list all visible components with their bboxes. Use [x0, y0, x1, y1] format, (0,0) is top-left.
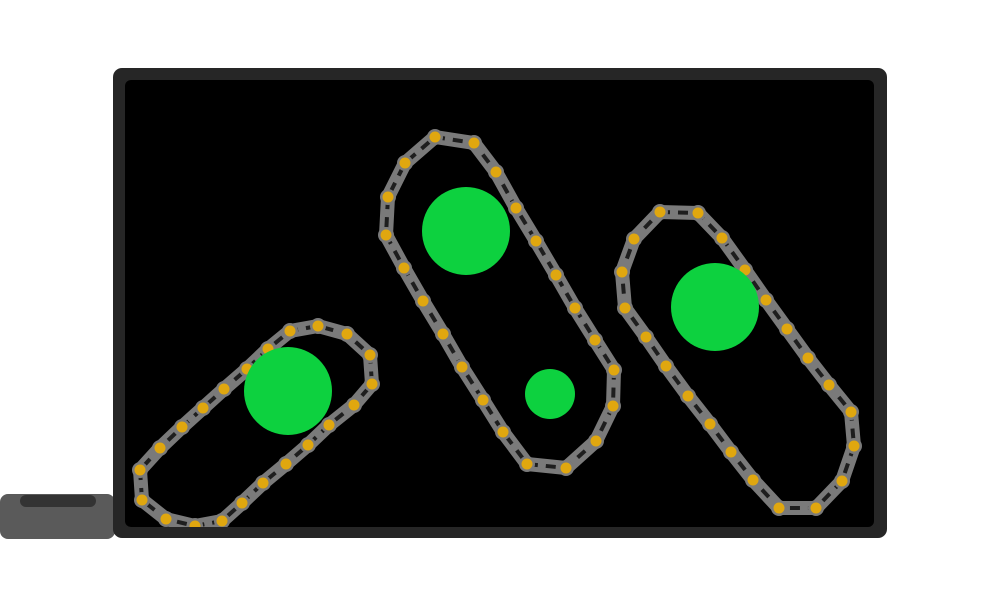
chain-pin — [848, 440, 860, 452]
chain-pin — [323, 419, 335, 431]
chain-pin — [802, 352, 814, 364]
chain-right[interactable] — [614, 204, 862, 516]
chain-pin — [810, 502, 822, 514]
game-canvas[interactable] — [125, 80, 874, 527]
chain-pin — [348, 399, 360, 411]
game-screen[interactable] — [125, 80, 874, 527]
chain-pin — [823, 379, 835, 391]
sprocket-wheel[interactable] — [244, 347, 332, 435]
chain-pin — [654, 206, 666, 218]
chain-pin — [216, 515, 228, 527]
chain-pin — [477, 394, 489, 406]
chain-pin — [380, 229, 392, 241]
chain-groove — [138, 324, 374, 527]
chain-pin — [284, 325, 296, 337]
chain-pin — [197, 402, 209, 414]
chain-pin — [589, 334, 601, 346]
chain-pin — [550, 269, 562, 281]
chain-pin — [530, 235, 542, 247]
chain-pin — [640, 331, 652, 343]
chain-pin — [236, 497, 248, 509]
chain-pin — [682, 390, 694, 402]
chain-pin — [341, 328, 353, 340]
chain-pin — [560, 462, 572, 474]
chain-pin — [189, 520, 201, 527]
chain-pin — [521, 458, 533, 470]
chain-pin — [497, 426, 509, 438]
chain-pin — [616, 266, 628, 278]
chain-pin — [725, 446, 737, 458]
chain-pin — [747, 474, 759, 486]
monitor-bezel — [113, 68, 887, 538]
sprocket-wheel[interactable] — [671, 263, 759, 351]
chain-pin — [773, 502, 785, 514]
stand-slot — [20, 495, 96, 507]
chain-pin — [280, 458, 292, 470]
monitor-stand — [0, 494, 115, 539]
chain-pin — [781, 323, 793, 335]
chain-pin — [134, 464, 146, 476]
chain-pin — [218, 383, 230, 395]
chain-pin — [760, 294, 772, 306]
chain-pin — [836, 475, 848, 487]
chain-pin — [429, 131, 441, 143]
chain-pin — [608, 364, 620, 376]
chain-pin — [628, 233, 640, 245]
chain-pin — [176, 421, 188, 433]
chain-pin — [510, 202, 522, 214]
chain-pin — [257, 477, 269, 489]
chain-pin — [569, 302, 581, 314]
sprocket-wheel[interactable] — [525, 369, 575, 419]
chain-pin — [398, 262, 410, 274]
chain-pin — [590, 435, 602, 447]
chain-pin — [468, 137, 480, 149]
sprocket-wheel[interactable] — [422, 187, 510, 275]
chain-pin — [607, 400, 619, 412]
chain-pin — [704, 418, 716, 430]
chain-pin — [619, 302, 631, 314]
chain-pin — [312, 320, 324, 332]
chain-pin — [692, 207, 704, 219]
chain-pin — [490, 166, 502, 178]
chain-pin — [136, 494, 148, 506]
chain-pin — [716, 232, 728, 244]
chain-pin — [382, 191, 394, 203]
chain-pin — [364, 349, 376, 361]
chain-pin — [437, 328, 449, 340]
chain-pin — [302, 439, 314, 451]
chain-pin — [417, 295, 429, 307]
chain-pin — [366, 378, 378, 390]
chain-pin — [160, 513, 172, 525]
chain-pin — [845, 406, 857, 418]
chain-pin — [154, 442, 166, 454]
chain-pin — [456, 361, 468, 373]
chain-pin — [660, 360, 672, 372]
chain-pin — [399, 157, 411, 169]
chain-left[interactable] — [132, 318, 380, 527]
chain-center[interactable] — [378, 129, 622, 476]
